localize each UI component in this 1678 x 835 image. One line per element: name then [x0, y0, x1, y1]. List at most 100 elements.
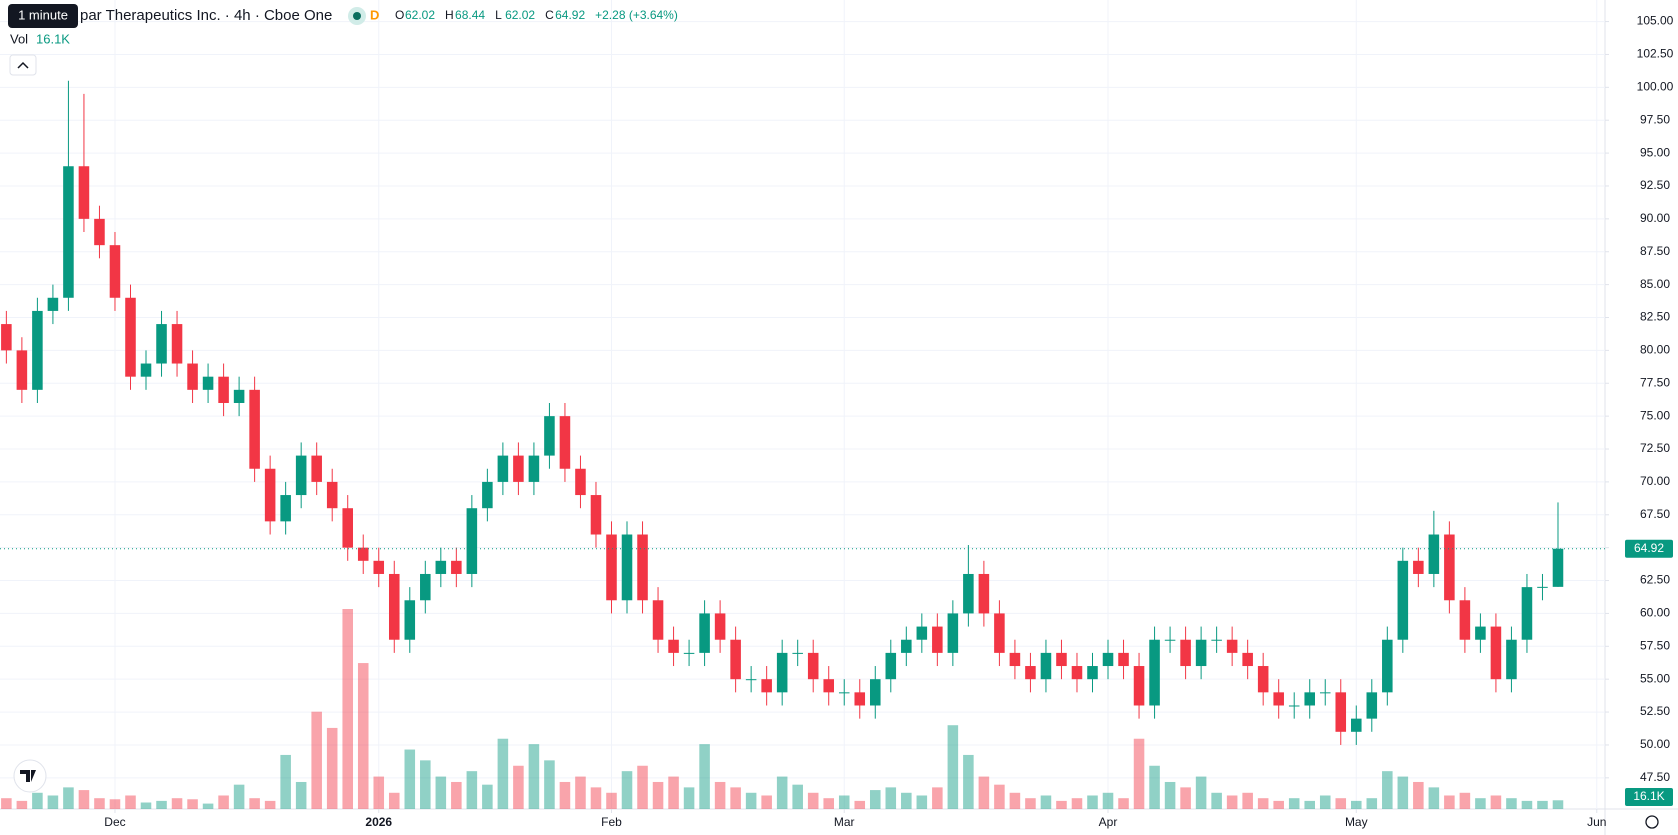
y-tick-label: 55.00	[1640, 671, 1670, 685]
candle-body	[885, 652, 897, 680]
volume-bar	[420, 760, 431, 809]
candle-body	[761, 679, 772, 693]
last-price-label: 64.92	[1634, 541, 1664, 555]
ohlc-value: 62.02	[405, 8, 435, 22]
candle-body	[544, 416, 555, 456]
candle-body	[621, 534, 633, 601]
chart-title[interactable]: par Therapeutics Inc. · 4h · Cboe One	[80, 7, 332, 24]
candle-body	[575, 468, 586, 496]
volume-bar	[1506, 798, 1517, 809]
market-badge: D	[370, 7, 379, 22]
volume-bar	[78, 790, 90, 809]
volume-bar	[1118, 798, 1129, 809]
candle-body	[1537, 586, 1548, 588]
candle-body	[823, 679, 834, 693]
candle-body	[466, 508, 478, 574]
candle-body	[916, 626, 928, 640]
y-tick-label: 75.00	[1640, 408, 1670, 422]
candle-body	[1242, 652, 1253, 667]
volume-bar	[637, 765, 648, 809]
collapse-button[interactable]	[9, 54, 37, 76]
volume-bar	[171, 798, 183, 809]
volume-bar	[963, 754, 974, 809]
volume-bar	[1413, 781, 1424, 809]
volume-bar	[668, 776, 679, 809]
volume-bar	[47, 795, 59, 809]
candle-body	[590, 495, 602, 535]
candle-body	[1071, 666, 1083, 680]
candle-body	[1319, 692, 1331, 694]
candle-body	[1459, 600, 1471, 640]
volume-bar	[1288, 798, 1300, 809]
volume-bar	[16, 800, 28, 809]
candle-body	[140, 363, 152, 377]
volume-tag	[1625, 788, 1673, 806]
y-tick-label: 70.00	[1640, 474, 1670, 488]
candle-body	[94, 218, 105, 246]
volume-bar	[311, 711, 322, 809]
candle-body	[745, 679, 757, 681]
candle-body	[280, 495, 291, 522]
axes: 47.5050.0052.5055.0057.5060.0062.5065.00…	[0, 14, 1674, 829]
candle-body	[249, 389, 260, 469]
candle-body	[1025, 666, 1036, 680]
y-tick-label: 67.50	[1640, 507, 1670, 521]
candle-body	[869, 679, 881, 706]
y-tick-label: 92.50	[1640, 178, 1670, 192]
y-tick-label: 105.00	[1637, 14, 1674, 28]
y-tick-label: 97.50	[1640, 112, 1670, 126]
candle-body	[1444, 534, 1455, 601]
volume-bar	[233, 784, 245, 809]
volume-bar	[404, 749, 416, 809]
volume-bar	[1366, 798, 1378, 809]
candle-body	[1475, 626, 1486, 640]
candle-body	[1397, 560, 1409, 640]
volume-bar	[156, 800, 167, 809]
volume-bar	[94, 798, 105, 809]
candle-body	[668, 639, 679, 653]
volume-bar	[544, 760, 555, 809]
volume-tag-label: 16.1K	[1633, 789, 1664, 803]
volume-bar	[482, 784, 493, 809]
candle-body	[807, 652, 819, 680]
volume-bar	[1040, 795, 1052, 809]
candle-body	[63, 166, 74, 298]
candle-body	[994, 613, 1005, 653]
volume-bar	[606, 792, 617, 809]
candle-body	[32, 310, 43, 390]
volume-bar	[901, 792, 912, 809]
candle-body	[1273, 692, 1284, 706]
settings-icon[interactable]	[1645, 815, 1659, 829]
volume-bar	[187, 799, 198, 809]
volume-bar	[730, 787, 741, 809]
y-tick-label: 87.50	[1640, 244, 1670, 258]
volume-bar	[1273, 800, 1284, 809]
volume-bar	[1490, 795, 1502, 809]
volume-bar	[761, 795, 772, 809]
candle-body	[1, 324, 12, 351]
volume-bar	[497, 738, 509, 809]
candle-body	[1009, 652, 1021, 667]
volume-bar	[451, 781, 462, 809]
y-tick-label: 102.50	[1637, 47, 1674, 61]
candle-body	[187, 363, 198, 390]
candle-body	[1180, 639, 1191, 667]
candle-body	[1257, 666, 1269, 693]
y-tick-label: 95.00	[1640, 145, 1670, 159]
candle-body	[233, 389, 245, 403]
volume-bar	[1195, 776, 1207, 809]
ohlc-value: 68.44	[455, 8, 485, 22]
candle-body	[1288, 705, 1300, 707]
volume-bar	[792, 784, 803, 809]
tooltip: 1 minute	[18, 7, 68, 22]
candle-body	[1366, 692, 1378, 719]
candle-body	[947, 613, 959, 653]
candle-body	[1413, 560, 1424, 574]
volume-bar	[1475, 798, 1486, 809]
volume-bar	[218, 795, 229, 809]
y-tick-label: 77.50	[1640, 375, 1670, 389]
candle-body	[637, 534, 648, 601]
status-dot	[353, 12, 361, 20]
candle-body	[683, 652, 695, 654]
volume-bar	[63, 787, 74, 809]
